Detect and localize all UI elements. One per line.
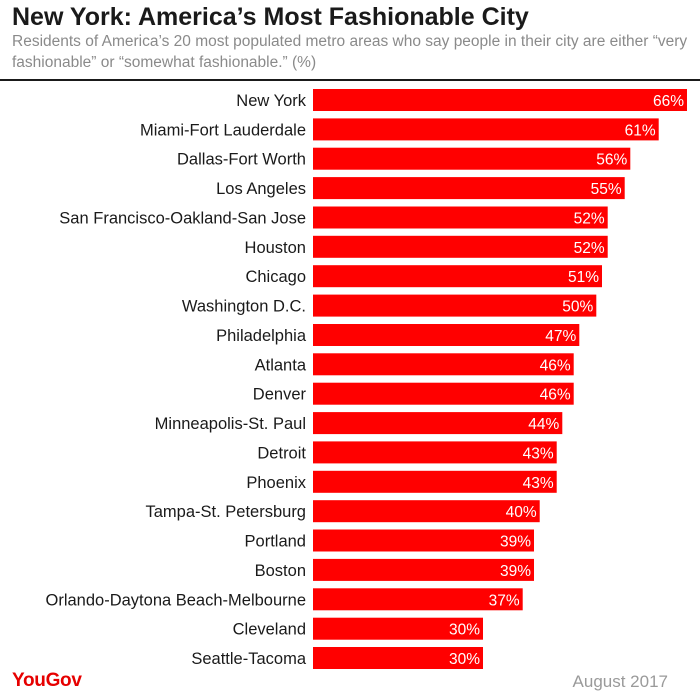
bar-11 (313, 412, 563, 435)
category-label-4: San Francisco-Oakland-San Jose (59, 210, 306, 228)
category-label-12: Detroit (257, 444, 306, 462)
value-label-14: 40% (506, 504, 537, 521)
value-label-4: 52% (574, 211, 605, 228)
bar-8 (313, 324, 580, 346)
value-label-11: 44% (528, 416, 559, 433)
category-label-5: Houston (245, 239, 306, 257)
category-label-18: Cleveland (233, 621, 306, 639)
category-label-14: Tampa-St. Petersburg (146, 503, 307, 521)
bar-14 (313, 500, 540, 523)
value-label-3: 55% (591, 181, 622, 198)
category-label-3: Los Angeles (216, 180, 306, 198)
bar-7 (313, 294, 597, 317)
category-label-13: Phoenix (246, 474, 306, 492)
value-label-1: 61% (625, 122, 656, 139)
bar-5 (313, 235, 608, 258)
bar-13 (313, 470, 557, 493)
value-label-2: 56% (596, 152, 627, 169)
yougov-logo: YouGov (12, 670, 82, 691)
category-label-19: Seattle-Tacoma (191, 650, 306, 668)
category-label-9: Atlanta (255, 356, 307, 374)
category-label-8: Philadelphia (216, 327, 307, 345)
bar-6 (313, 265, 602, 288)
bar-9 (313, 353, 574, 376)
bar-19 (313, 647, 483, 669)
publication-date: August 2017 (572, 672, 668, 691)
value-label-0: 66% (653, 93, 684, 110)
category-label-7: Washington D.C. (182, 298, 306, 316)
chart-subtitle: Residents of America’s 20 most populated… (12, 33, 688, 71)
bar-1 (313, 118, 659, 141)
bar-15 (313, 529, 534, 552)
chart-title: New York: America’s Most Fashionable Cit… (12, 3, 529, 31)
category-label-1: Miami-Fort Lauderdale (140, 121, 306, 139)
value-label-12: 43% (523, 445, 554, 462)
category-label-15: Portland (245, 533, 306, 551)
bar-0 (313, 89, 687, 111)
value-label-10: 46% (540, 387, 571, 404)
value-label-8: 47% (545, 328, 576, 345)
category-label-17: Orlando-Daytona Beach-Melbourne (46, 591, 306, 609)
value-label-13: 43% (523, 475, 554, 492)
category-label-6: Chicago (245, 268, 306, 286)
bar-17 (313, 588, 523, 611)
bar-4 (313, 206, 608, 229)
value-label-15: 39% (500, 534, 531, 551)
bar-10 (313, 382, 574, 405)
bar-16 (313, 558, 534, 581)
bar-3 (313, 177, 625, 200)
category-label-0: New York (236, 92, 306, 110)
header-divider (0, 79, 700, 81)
bar-2 (313, 147, 631, 170)
category-label-10: Denver (253, 386, 307, 404)
value-label-18: 30% (449, 622, 480, 639)
value-label-19: 30% (449, 651, 480, 668)
value-label-16: 39% (500, 563, 531, 580)
value-label-17: 37% (489, 592, 520, 609)
value-label-5: 52% (574, 240, 605, 257)
category-label-16: Boston (255, 562, 306, 580)
value-label-9: 46% (540, 357, 571, 374)
bar-12 (313, 441, 557, 464)
value-label-6: 51% (568, 269, 599, 286)
category-label-2: Dallas-Fort Worth (177, 151, 306, 169)
value-label-7: 50% (562, 299, 593, 316)
bar-18 (313, 617, 483, 640)
category-label-11: Minneapolis-St. Paul (155, 415, 306, 433)
